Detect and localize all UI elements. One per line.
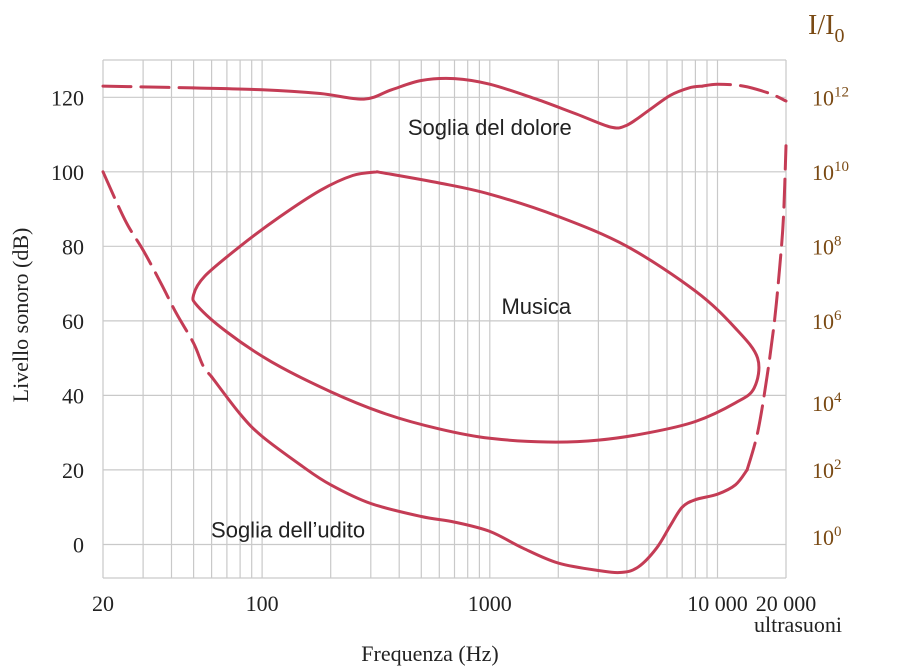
right-axis-label-base: 10 [812,309,834,334]
x-axis-title: Frequenza (Hz) [361,641,498,666]
curve-segment [192,76,705,130]
right-axis-label: 1012 [812,84,849,110]
curve-segment-dashed [101,84,196,90]
right-axis-label: 104 [812,390,842,416]
curves [101,76,788,575]
right-axis-label: 106 [812,308,842,334]
right-axis-label-exponent: 10 [834,159,849,175]
x-tick-label: 20 [92,591,114,616]
right-axis-label: 100 [812,524,842,550]
x-tick-label: 10 000 [687,591,748,616]
grid [102,59,787,579]
y-tick-label: 60 [62,309,84,334]
right-axis-label: 108 [812,233,842,259]
series-soglia-del-dolore [101,76,788,130]
x-tick-label: 20 000 [756,591,817,616]
series-label: Musica [501,294,571,319]
series-label: Soglia del dolore [408,115,572,140]
curve-segment-dashed [745,144,788,472]
series-musica [191,170,761,444]
right-axis-label-exponent: 8 [834,233,842,249]
y-axis-title: Livello sonoro (dB) [8,228,33,403]
right-axis-label: 1010 [812,159,849,185]
right-axis-title: I/I0 [808,10,844,47]
right-axis-label-base: 10 [812,85,834,110]
y-tick-labels: 0 20 40 60 80 100 120 [51,85,84,557]
series-soglia-dell-udito [101,144,788,575]
curve-segment [210,375,749,575]
right-axis-label-base: 10 [812,391,834,416]
right-axis-title-sub: 0 [834,25,844,47]
right-axis-label-exponent: 12 [834,84,849,100]
right-axis-label-exponent: 4 [834,390,842,406]
right-axis-label-base: 10 [812,525,834,550]
right-axis-title-main: I/I [808,10,834,41]
y-tick-label: 120 [51,85,84,110]
x-tick-label: 100 [246,591,279,616]
right-axis-label-exponent: 0 [834,524,842,540]
right-axis-label-base: 10 [812,234,834,259]
right-axis-label-exponent: 2 [834,457,842,473]
y-tick-label: 100 [51,160,84,185]
y-tick-label: 20 [62,458,84,483]
y-tick-label: 40 [62,383,84,408]
right-axis-label: 102 [812,457,842,483]
y-tick-label: 80 [62,234,84,259]
y-tick-label: 0 [73,533,84,558]
right-axis-label-base: 10 [812,160,834,185]
right-axis-label-base: 10 [812,458,834,483]
x-tick-labels: 20 100 1000 10 000 20 000 [92,591,816,616]
x-tick-label: 1000 [468,591,512,616]
series-label: Soglia dell’udito [211,518,365,543]
ultrasound-label: ultrasuoni [754,612,842,637]
curve-annotations: Soglia del dolore Musica Soglia dell’udito [211,115,572,542]
right-axis-label-exponent: 6 [834,308,842,324]
curve-segment-dashed [101,170,214,379]
curve-segment [191,170,761,444]
curve-segment-dashed [701,82,788,103]
